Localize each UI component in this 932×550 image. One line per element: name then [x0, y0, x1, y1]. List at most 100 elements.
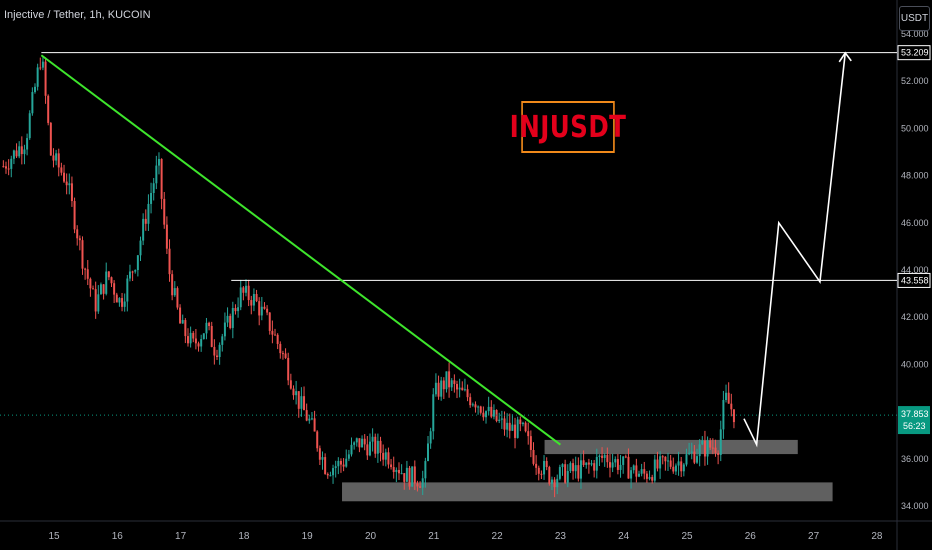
candle-body — [234, 308, 237, 312]
candle-body — [313, 418, 316, 432]
candlesticks — [2, 56, 735, 498]
candle-body — [601, 455, 604, 458]
candle-body — [355, 438, 358, 443]
candle-body — [4, 166, 7, 169]
candle-body — [297, 391, 300, 409]
annotation-title: INJUSDT — [510, 101, 626, 153]
current-price-label: 37.853 — [901, 409, 929, 419]
candle-body — [78, 238, 81, 241]
candle-body — [126, 278, 129, 302]
candle-body — [271, 330, 274, 335]
candle-body — [598, 455, 601, 457]
candle-body — [450, 380, 453, 388]
candle-body — [606, 455, 609, 463]
candle-body — [442, 380, 445, 390]
currency-button[interactable]: USDT — [899, 6, 930, 31]
candle-body — [113, 283, 116, 295]
candle-body — [616, 459, 619, 470]
candle-body — [292, 388, 295, 396]
candle-body — [732, 409, 735, 423]
candle-body — [255, 294, 258, 302]
candle-body — [619, 464, 622, 470]
symbol-title: Injective / Tether, 1h, KUCOIN — [4, 9, 151, 21]
candle-body — [593, 463, 596, 471]
candle-body — [429, 431, 432, 444]
candle-body — [413, 466, 416, 484]
candle-body — [727, 392, 730, 404]
candle-body — [295, 391, 298, 396]
candle-body — [366, 444, 369, 456]
candle-body — [289, 380, 292, 389]
candle-body — [387, 452, 390, 465]
candle-body — [426, 443, 429, 462]
candle-body — [287, 357, 290, 381]
candle-body — [725, 392, 728, 400]
level-price-label-box — [897, 45, 931, 61]
candle-body — [176, 288, 179, 308]
candle-body — [181, 320, 184, 324]
candle-body — [527, 431, 530, 437]
candle-body — [152, 183, 155, 194]
candle-body — [529, 436, 532, 450]
candle-body — [421, 478, 424, 488]
candle-body — [44, 61, 47, 96]
candle-body — [506, 422, 509, 430]
support-zone-1 — [544, 439, 798, 455]
candle-body — [648, 477, 651, 479]
candle-body — [208, 322, 211, 327]
candle-body — [514, 424, 517, 438]
x-tick-label: 17 — [175, 531, 187, 542]
candle-body — [171, 274, 174, 296]
candle-body — [622, 456, 625, 465]
candle-body — [231, 308, 234, 328]
candle-body — [168, 248, 171, 275]
candle-body — [329, 475, 332, 477]
candle-body — [405, 467, 408, 482]
candle-body — [94, 289, 97, 312]
candle-body — [12, 150, 15, 159]
candle-body — [107, 271, 110, 278]
candle-body — [361, 438, 364, 448]
candle-body — [197, 343, 200, 347]
candle-body — [535, 463, 538, 468]
candle-body — [669, 460, 672, 467]
candle-body — [577, 465, 580, 479]
y-tick-label: 52.000 — [901, 76, 929, 86]
candle-body — [611, 462, 614, 468]
candle-body — [337, 460, 340, 467]
candle-body — [368, 441, 371, 456]
candle-body — [548, 467, 551, 484]
candle-body — [363, 438, 366, 445]
candle-body — [400, 473, 403, 475]
candle-body — [656, 459, 659, 469]
candle-body — [730, 403, 733, 410]
candle-body — [345, 458, 348, 467]
candle-body — [474, 404, 477, 408]
candle-body — [703, 440, 706, 457]
candle-body — [229, 315, 232, 328]
candle-body — [310, 418, 313, 420]
candle-body — [653, 459, 656, 481]
candle-body — [165, 224, 168, 249]
candle-body — [155, 165, 158, 184]
candle-body — [637, 473, 640, 477]
x-tick-label: 22 — [492, 531, 504, 542]
candle-body — [503, 418, 506, 430]
candle-body — [128, 271, 131, 279]
candle-body — [651, 477, 654, 481]
candle-body — [458, 387, 461, 390]
candle-body — [440, 380, 443, 397]
candle-body — [569, 463, 572, 472]
candle-body — [139, 240, 142, 256]
candle-body — [714, 447, 717, 454]
candle-body — [469, 397, 472, 406]
candle-body — [498, 419, 501, 422]
candle-body — [118, 298, 121, 303]
candle-body — [614, 459, 617, 463]
candle-body — [242, 287, 245, 293]
candle-body — [247, 285, 250, 301]
candle-body — [189, 332, 192, 344]
candle-body — [595, 456, 598, 471]
